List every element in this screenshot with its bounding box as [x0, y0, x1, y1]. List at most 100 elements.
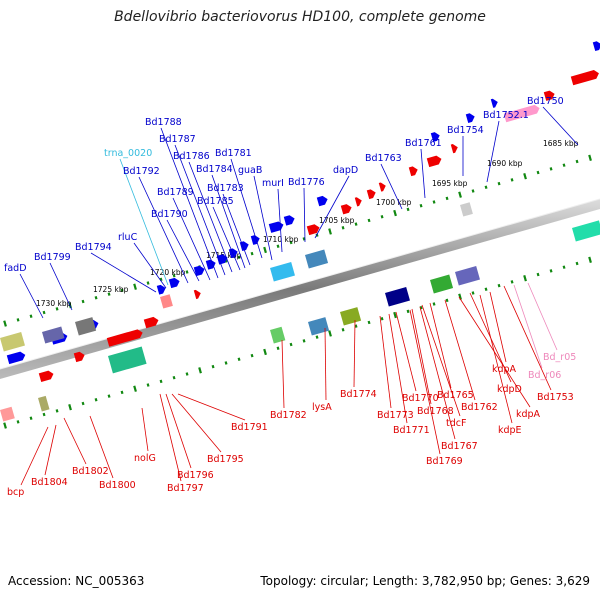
label-leader [419, 306, 456, 440]
gene-block [74, 317, 97, 336]
gene-block [572, 220, 600, 242]
ruler-tick [133, 385, 137, 392]
top-gene-label: guaB [238, 165, 262, 176]
ruler-tick [289, 240, 293, 245]
bottom-gene-label: Bd_r05 [543, 352, 576, 363]
top-gene-label: Bd1750 [527, 96, 564, 107]
ruler-tick [484, 185, 488, 190]
gene-arrow [465, 113, 475, 124]
gene-block [0, 332, 25, 352]
label-leader [429, 302, 452, 389]
bottom-gene-label: kdpA [516, 409, 541, 420]
top-gene-label: Bd1752.1 [483, 110, 529, 121]
bottom-gene-label: Bd1773 [377, 410, 414, 421]
ruler-tick [328, 330, 332, 337]
kbp-tick-label: 1705 kbp [319, 216, 355, 225]
bottom-gene-label: Bd1782 [270, 410, 307, 421]
ruler-tick [549, 167, 553, 171]
gene-arrow [450, 144, 458, 154]
label-leader [527, 282, 558, 351]
ruler-tick [393, 311, 397, 319]
top-gene-label: Bd1783 [207, 183, 244, 194]
label-leader [172, 197, 211, 281]
label-leader [230, 158, 263, 259]
label-leader [174, 144, 226, 276]
ruler-tick [471, 291, 475, 295]
bottom-gene-label: Bd1802 [72, 466, 109, 477]
gene-arrow [503, 104, 540, 123]
ruler-tick [172, 273, 176, 278]
ruler-tick [81, 401, 85, 406]
gene-block [108, 346, 147, 374]
backbone-edge [0, 198, 600, 370]
ruler-tick [588, 154, 592, 162]
gene-block [270, 262, 295, 282]
ruler-tick [523, 173, 527, 180]
top-gene-label: Bd1776 [288, 177, 325, 188]
bottom-gene-label: Bd1765 [437, 390, 474, 401]
label-leader [324, 327, 327, 401]
gene-arrow [143, 316, 159, 329]
top-gene-label: Bd1781 [215, 148, 252, 159]
top-gene-label: Bd1761 [405, 138, 442, 149]
ruler-tick [133, 283, 137, 290]
ruler-tick [3, 320, 7, 327]
gene-arrow [378, 182, 386, 192]
label-leader [421, 304, 461, 417]
top-gene-label: Bd1790 [151, 209, 188, 220]
label-leader [542, 106, 579, 146]
gene-arrow [316, 195, 328, 207]
ruler-tick [458, 293, 462, 300]
label-leader [314, 175, 350, 239]
gene-arrow [570, 70, 599, 86]
gene-block [269, 326, 286, 344]
gene-arrow [426, 155, 442, 168]
ruler-tick [172, 375, 176, 380]
ruler-tick [68, 403, 72, 411]
ruler-tick [42, 310, 46, 315]
ruler-tick [289, 342, 293, 347]
gene-arrow [38, 370, 54, 382]
ruler-tick [55, 307, 59, 311]
gene-block [460, 202, 473, 217]
ruler-tick [263, 348, 267, 356]
bottom-gene-label: Bd1774 [340, 389, 377, 400]
ruler-tick [367, 218, 371, 223]
ruler-tick [146, 383, 150, 387]
label-leader [159, 393, 182, 482]
ruler-tick [237, 255, 241, 260]
label-leader [479, 294, 513, 424]
label-leader [503, 285, 552, 391]
ruler-tick [406, 309, 410, 314]
gene-block [38, 395, 50, 412]
bottom-gene-label: kdpA [492, 364, 517, 375]
ruler-tick [185, 372, 189, 376]
ruler-tick [55, 409, 59, 413]
ruler-tick [315, 335, 319, 339]
ruler-tick [497, 283, 501, 288]
top-gene-label: Bd1786 [173, 151, 210, 162]
top-gene-label: Bd1787 [159, 134, 196, 145]
bottom-gene-label: bcp [7, 487, 24, 498]
ruler-tick [211, 364, 215, 369]
kbp-tick-label: 1690 kbp [487, 159, 523, 168]
top-gene-label: Bd1754 [447, 125, 484, 136]
ruler-tick [185, 270, 189, 274]
ruler-tick [458, 191, 462, 198]
label-leader [20, 426, 49, 486]
ruler-tick [276, 346, 280, 350]
bottom-gene-label: tdcF [446, 418, 466, 429]
gene-block [455, 266, 480, 286]
ruler-tick [562, 265, 566, 269]
ruler-tick [263, 246, 267, 254]
gene-arrow [156, 284, 166, 295]
ruler-tick [432, 302, 436, 306]
top-gene-label: trna_0020 [104, 148, 152, 159]
label-leader [133, 242, 167, 289]
gene-block [340, 307, 362, 326]
kbp-tick-label: 1700 kbp [376, 198, 412, 207]
label-leader [486, 120, 500, 183]
gene-arrow [168, 277, 180, 289]
accession-text: Accession: NC_005363 [8, 574, 145, 588]
